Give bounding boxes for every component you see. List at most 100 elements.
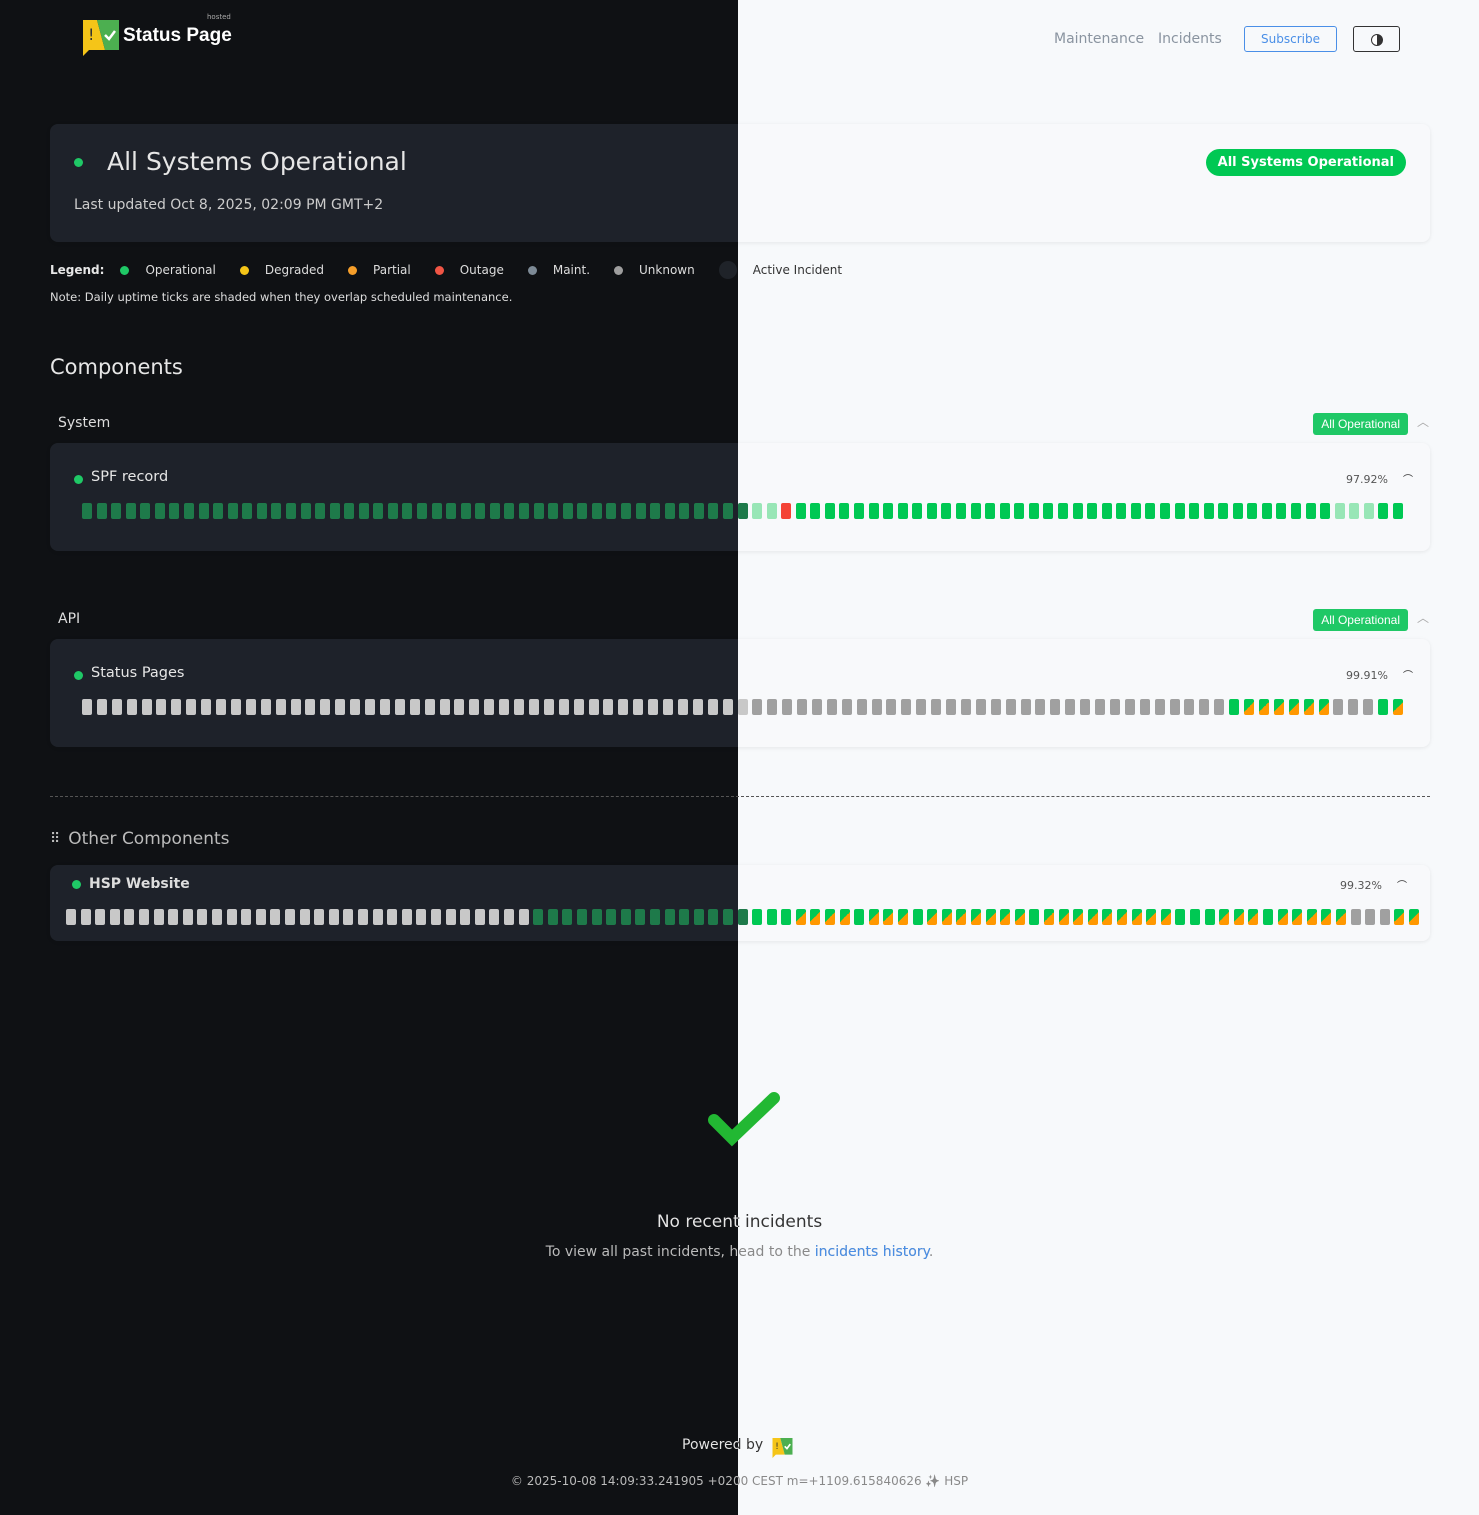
uptime-tick[interactable]	[153, 909, 164, 925]
uptime-tick[interactable]	[156, 699, 167, 715]
uptime-tick[interactable]	[424, 699, 435, 715]
uptime-tick[interactable]	[722, 699, 733, 715]
uptime-tick[interactable]	[1043, 503, 1054, 519]
uptime-tick[interactable]	[797, 699, 808, 715]
uptime-tick[interactable]	[1072, 503, 1083, 519]
uptime-tick[interactable]	[126, 699, 137, 715]
uptime-tick[interactable]	[839, 909, 850, 925]
uptime-tick[interactable]	[766, 503, 777, 519]
uptime-tick[interactable]	[226, 909, 237, 925]
uptime-tick[interactable]	[883, 503, 894, 519]
uptime-tick[interactable]	[1261, 503, 1272, 519]
uptime-tick[interactable]	[227, 503, 238, 519]
uptime-tick[interactable]	[970, 503, 981, 519]
uptime-tick[interactable]	[1065, 699, 1076, 715]
uptime-tick[interactable]	[679, 503, 690, 519]
uptime-tick[interactable]	[854, 909, 865, 925]
uptime-tick[interactable]	[1378, 503, 1389, 519]
uptime-tick[interactable]	[1005, 699, 1016, 715]
chevron-up-icon[interactable]: ︿	[1417, 611, 1430, 625]
uptime-tick[interactable]	[1248, 909, 1259, 925]
uptime-tick[interactable]	[270, 909, 281, 925]
uptime-tick[interactable]	[460, 503, 471, 519]
uptime-tick[interactable]	[1175, 909, 1186, 925]
uptime-tick[interactable]	[285, 503, 296, 519]
uptime-tick[interactable]	[603, 699, 614, 715]
uptime-tick[interactable]	[1229, 699, 1240, 715]
uptime-tick[interactable]	[1379, 909, 1390, 925]
uptime-tick[interactable]	[883, 909, 894, 925]
uptime-tick[interactable]	[1365, 909, 1376, 925]
uptime-tick[interactable]	[109, 909, 120, 925]
uptime-tick[interactable]	[1336, 909, 1346, 925]
uptime-tick[interactable]	[737, 699, 748, 715]
uptime-tick[interactable]	[591, 909, 602, 925]
uptime-tick[interactable]	[737, 909, 748, 925]
uptime-tick[interactable]	[260, 699, 271, 715]
uptime-tick[interactable]	[1292, 909, 1303, 925]
uptime-tick[interactable]	[737, 503, 748, 519]
uptime-tick[interactable]	[1189, 503, 1200, 519]
uptime-tick[interactable]	[1044, 909, 1055, 925]
uptime-tick[interactable]	[588, 699, 599, 715]
uptime-tick[interactable]	[810, 909, 821, 925]
uptime-tick[interactable]	[1334, 503, 1345, 519]
uptime-tick[interactable]	[708, 909, 719, 925]
uptime-tick[interactable]	[140, 503, 151, 519]
uptime-tick[interactable]	[1035, 699, 1046, 715]
uptime-tick[interactable]	[314, 909, 325, 925]
uptime-tick[interactable]	[504, 503, 515, 519]
uptime-tick[interactable]	[1014, 909, 1025, 925]
uptime-tick[interactable]	[941, 503, 952, 519]
uptime-tick[interactable]	[620, 503, 631, 519]
uptime-tick[interactable]	[1095, 699, 1106, 715]
uptime-tick[interactable]	[290, 699, 301, 715]
uptime-tick[interactable]	[916, 699, 927, 715]
uptime-tick[interactable]	[168, 909, 179, 925]
uptime-tick[interactable]	[503, 909, 514, 925]
uptime-tick[interactable]	[573, 699, 584, 715]
uptime-tick[interactable]	[1014, 503, 1025, 519]
uptime-tick[interactable]	[856, 699, 867, 715]
uptime-tick[interactable]	[766, 909, 777, 925]
uptime-tick[interactable]	[82, 503, 92, 519]
uptime-tick[interactable]	[365, 699, 376, 715]
subscribe-button[interactable]: Subscribe	[1244, 26, 1337, 52]
uptime-tick[interactable]	[1116, 503, 1127, 519]
uptime-tick[interactable]	[752, 909, 763, 925]
uptime-tick[interactable]	[946, 699, 957, 715]
uptime-tick[interactable]	[1232, 503, 1243, 519]
expand-icon[interactable]: ⌒	[1403, 475, 1413, 486]
uptime-tick[interactable]	[256, 503, 267, 519]
uptime-tick[interactable]	[810, 503, 821, 519]
uptime-tick[interactable]	[182, 909, 193, 925]
uptime-tick[interactable]	[315, 503, 326, 519]
uptime-tick[interactable]	[1087, 909, 1098, 925]
uptime-tick[interactable]	[1277, 909, 1288, 925]
uptime-tick[interactable]	[111, 503, 122, 519]
uptime-tick[interactable]	[708, 503, 719, 519]
uptime-tick[interactable]	[620, 909, 631, 925]
uptime-tick[interactable]	[1159, 503, 1170, 519]
uptime-tick[interactable]	[692, 699, 703, 715]
uptime-tick[interactable]	[1333, 699, 1344, 715]
uptime-tick[interactable]	[795, 909, 806, 925]
uptime-tick[interactable]	[868, 909, 879, 925]
uptime-tick[interactable]	[489, 909, 500, 925]
uptime-tick[interactable]	[664, 503, 675, 519]
uptime-tick[interactable]	[124, 909, 135, 925]
theme-toggle-button[interactable]	[1353, 26, 1400, 52]
uptime-tick[interactable]	[1169, 699, 1180, 715]
uptime-tick[interactable]	[707, 699, 718, 715]
uptime-tick[interactable]	[722, 503, 733, 519]
uptime-tick[interactable]	[971, 909, 982, 925]
uptime-tick[interactable]	[320, 699, 331, 715]
uptime-tick[interactable]	[1190, 909, 1201, 925]
uptime-tick[interactable]	[198, 503, 209, 519]
uptime-tick[interactable]	[305, 699, 316, 715]
uptime-tick[interactable]	[241, 909, 252, 925]
uptime-tick[interactable]	[1363, 503, 1374, 519]
uptime-tick[interactable]	[474, 909, 485, 925]
uptime-tick[interactable]	[926, 503, 937, 519]
uptime-tick[interactable]	[606, 909, 617, 925]
